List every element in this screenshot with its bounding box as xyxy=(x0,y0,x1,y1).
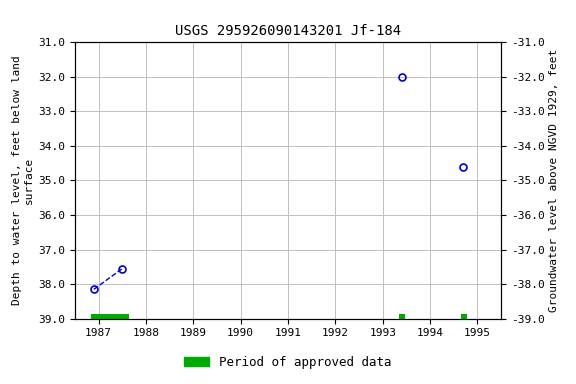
Legend: Period of approved data: Period of approved data xyxy=(179,351,397,374)
Y-axis label: Groundwater level above NGVD 1929, feet: Groundwater level above NGVD 1929, feet xyxy=(549,49,559,312)
Bar xyxy=(461,314,467,319)
Bar xyxy=(90,314,130,319)
Y-axis label: Depth to water level, feet below land
surface: Depth to water level, feet below land su… xyxy=(13,56,34,305)
Bar xyxy=(399,314,406,319)
Title: USGS 295926090143201 Jf-184: USGS 295926090143201 Jf-184 xyxy=(175,24,401,38)
